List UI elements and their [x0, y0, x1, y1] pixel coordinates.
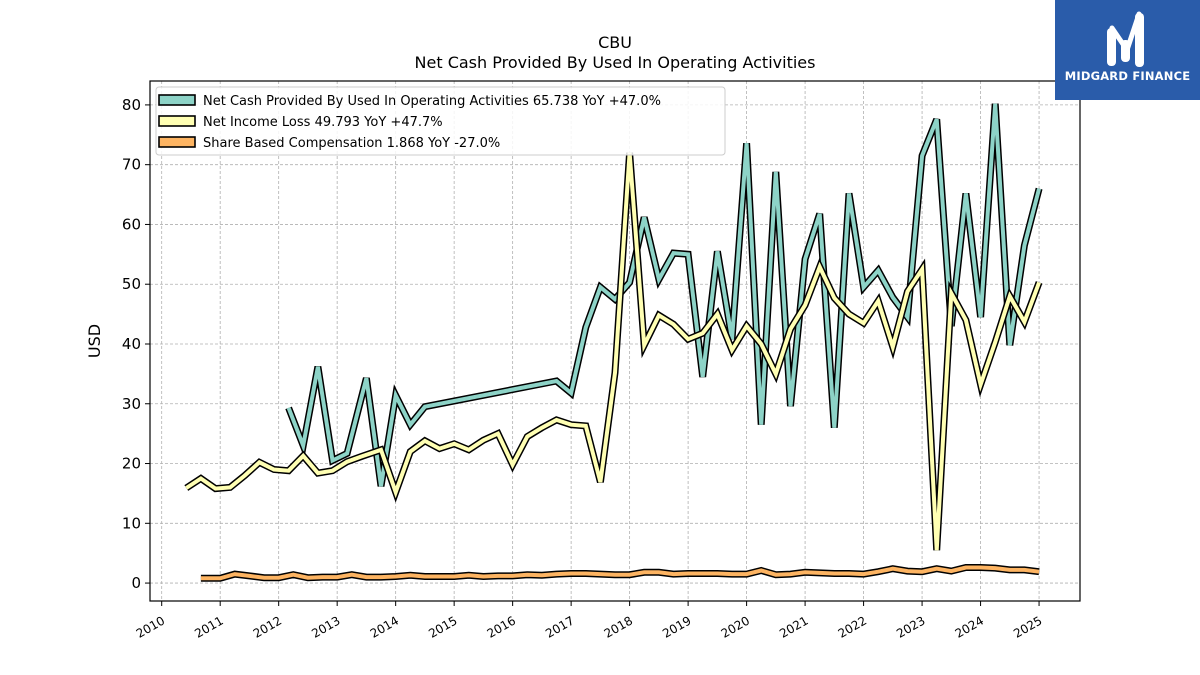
x-tick-label: 2022: [836, 613, 869, 640]
y-tick-label: 30: [122, 395, 141, 413]
x-tick-label: 2015: [426, 613, 459, 640]
y-axis-label: USD: [85, 324, 104, 358]
x-axis: 2010 2011 2012 2013 2014 2015 2016 2017 2018 2019…: [134, 601, 1045, 641]
logo-mark-icon: [1107, 11, 1144, 67]
legend-box: [155, 86, 726, 156]
y-tick-label: 20: [122, 455, 141, 473]
y-axis: 0 10 20 30 40 50 60 70 80: [122, 96, 150, 592]
legend-swatch: [158, 94, 196, 106]
series-line-share-based-compensation: [200, 565, 1040, 581]
y-tick-label: 0: [131, 574, 141, 592]
grid-lines: [150, 81, 1080, 601]
chart-title: CBU: [598, 33, 632, 52]
logo-text: MIDGARD FINANCE: [1064, 69, 1191, 83]
x-tick-label: 2019: [660, 613, 693, 640]
x-tick-label: 2014: [368, 613, 401, 640]
series-line-net-cash-provided-by-used-in-operating-activities: [286, 103, 1042, 487]
y-tick-label: 10: [122, 514, 141, 532]
legend-swatch: [158, 136, 196, 148]
x-tick-label: 2010: [134, 613, 167, 640]
y-tick-label: 80: [122, 96, 141, 114]
series-outline-net-income-loss: [184, 152, 1043, 551]
x-tick-label: 2024: [953, 613, 986, 640]
x-tick-label: 2013: [309, 613, 342, 640]
x-tick-label: 2011: [192, 613, 225, 640]
chart-subtitle: Net Cash Provided By Used In Operating A…: [414, 53, 816, 72]
y-tick-label: 70: [122, 156, 141, 174]
x-tick-label: 2025: [1011, 613, 1044, 640]
legend: Net Cash Provided By Used In Operating A…: [155, 86, 726, 156]
y-tick-label: 40: [122, 335, 141, 353]
legend-label: Share Based Compensation 1.868 YoY -27.0…: [203, 136, 500, 151]
legend-swatch: [158, 115, 196, 127]
y-tick-label: 50: [122, 275, 141, 293]
x-tick-label: 2020: [719, 613, 752, 640]
x-tick-label: 2023: [894, 613, 927, 640]
series-layer: [184, 103, 1043, 582]
y-tick-label: 60: [122, 215, 141, 233]
x-tick-label: 2012: [251, 613, 284, 640]
x-tick-label: 2018: [602, 613, 635, 640]
x-tick-label: 2017: [543, 613, 576, 640]
legend-label: Net Income Loss 49.793 YoY +47.7%: [203, 115, 443, 130]
x-tick-label: 2021: [777, 613, 810, 640]
x-tick-label: 2016: [485, 613, 518, 640]
legend-label: Net Cash Provided By Used In Operating A…: [203, 94, 661, 109]
midgard-finance-logo: MIDGARD FINANCE: [1055, 0, 1200, 100]
plot-frame: [149, 80, 1081, 602]
series-line-net-income-loss: [185, 152, 1041, 551]
